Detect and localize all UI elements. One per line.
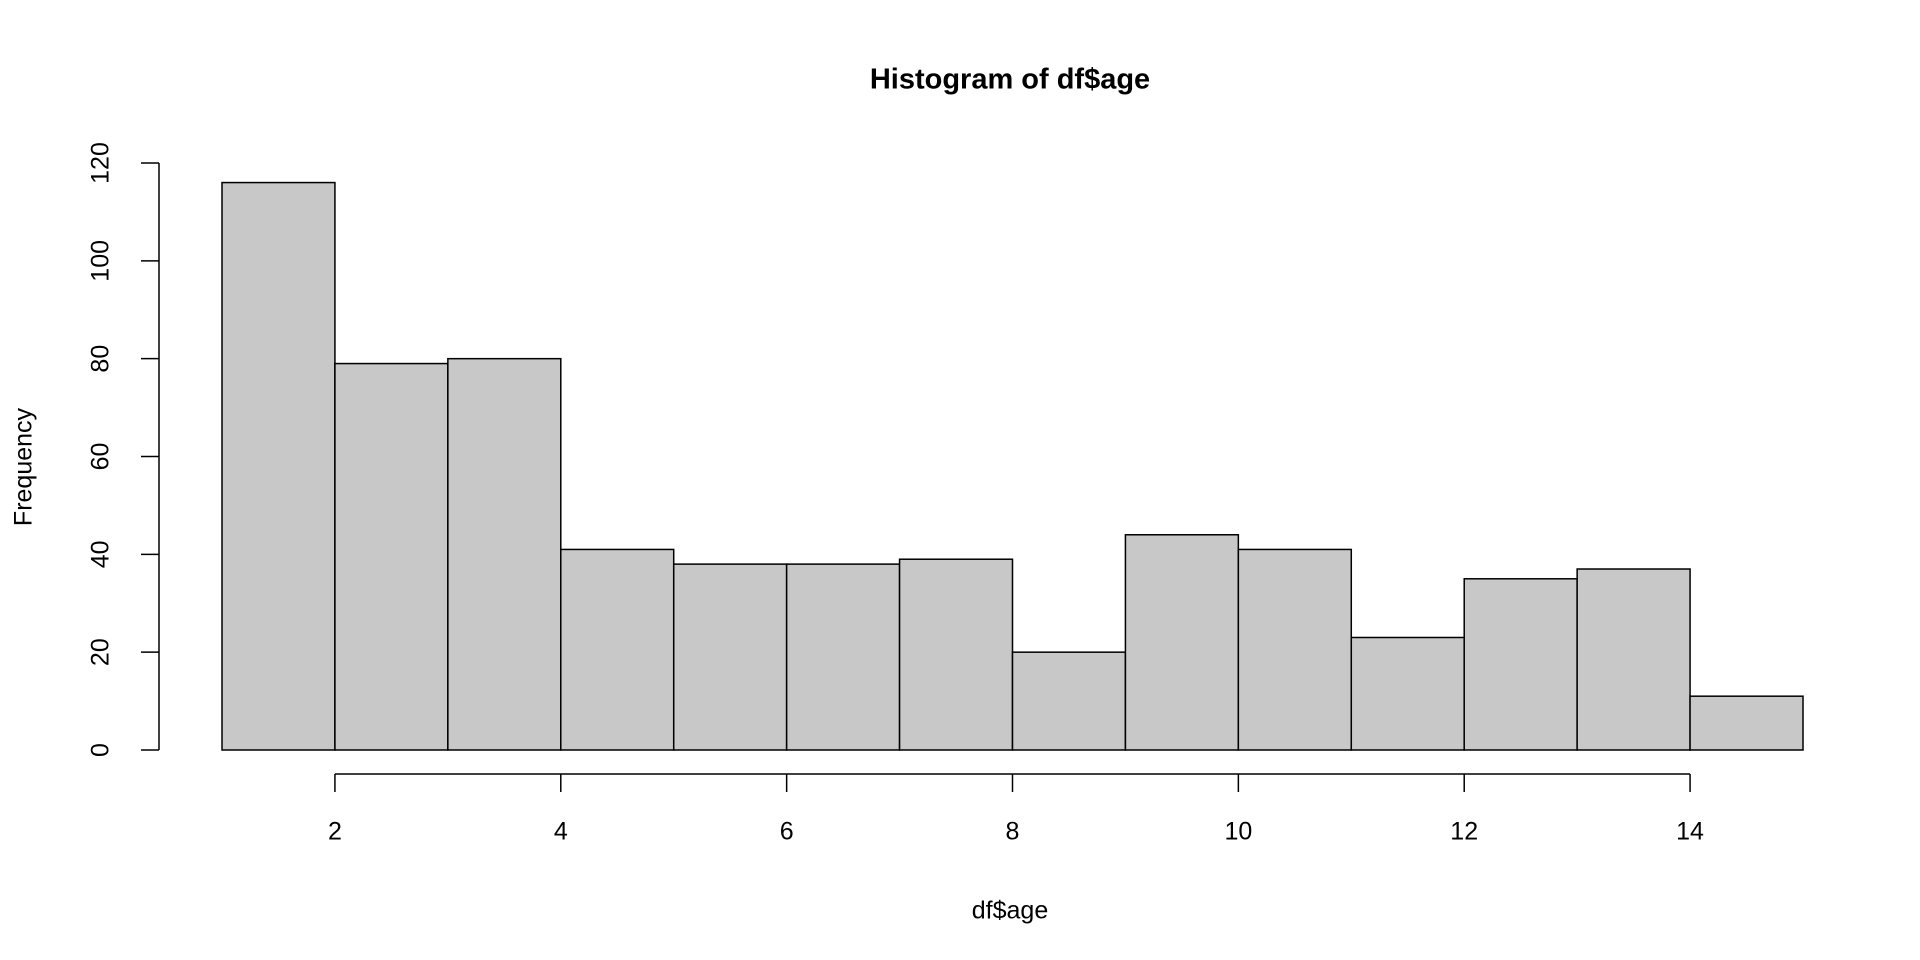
bar [1463, 578, 1578, 751]
bar [672, 563, 788, 751]
x-tick-label: 12 [1450, 818, 1478, 846]
y-axis-label: Frequency [10, 407, 38, 526]
chart-title: Histogram of df$age [870, 64, 1150, 96]
bar [447, 357, 562, 751]
bar [1011, 651, 1127, 751]
x-tick-label: 8 [1006, 818, 1020, 846]
x-tick-label: 10 [1224, 818, 1252, 846]
y-tick-label: 80 [87, 345, 115, 373]
bar [221, 181, 336, 751]
y-tick-label: 100 [87, 240, 115, 282]
x-tick-label: 4 [554, 818, 568, 846]
bar [785, 563, 901, 751]
bar [1689, 695, 1804, 751]
bar [898, 558, 1014, 751]
x-tick-label: 14 [1676, 818, 1704, 846]
x-tick-label: 2 [328, 818, 342, 846]
y-tick-label: 0 [87, 743, 115, 757]
y-tick-label: 60 [87, 443, 115, 471]
bar [560, 548, 675, 751]
bar [1350, 636, 1465, 751]
bar [1237, 548, 1353, 751]
bar [1576, 568, 1691, 751]
x-tick-label: 6 [780, 818, 794, 846]
bar [334, 362, 449, 751]
y-tick-label: 120 [87, 142, 115, 184]
bar [1124, 534, 1240, 751]
x-axis-label: df$age [972, 897, 1048, 925]
y-tick-label: 20 [87, 638, 115, 666]
y-tick-label: 40 [87, 540, 115, 568]
